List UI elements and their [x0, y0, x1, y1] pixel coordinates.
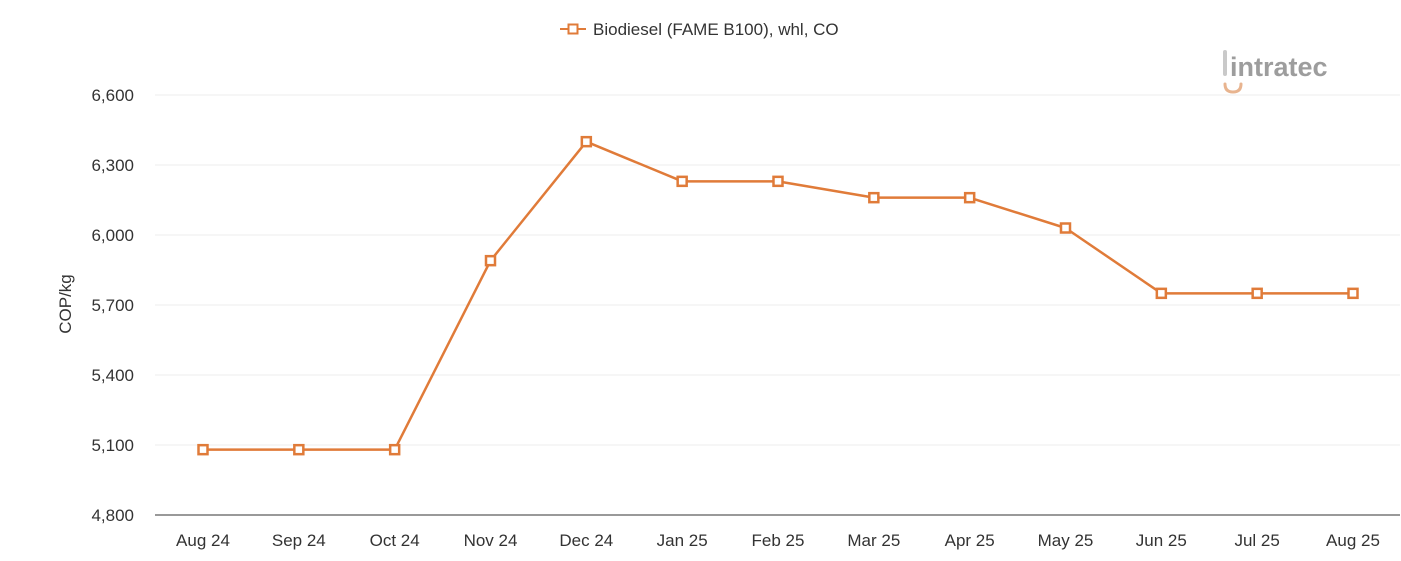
- gridlines: [155, 94, 1400, 446]
- y-tick-label: 6,300: [91, 156, 134, 175]
- series-layer: [197, 135, 1359, 456]
- legend-marker: [567, 23, 579, 35]
- data-point-marker[interactable]: [772, 175, 784, 188]
- x-tick-label: Nov 24: [464, 531, 518, 550]
- y-tick-label: 4,800: [91, 506, 134, 525]
- data-point-marker[interactable]: [484, 254, 497, 267]
- x-tick-label: Jun 25: [1136, 531, 1187, 550]
- x-tick-label: Apr 25: [945, 531, 995, 550]
- data-point-marker[interactable]: [197, 443, 209, 456]
- data-point-marker[interactable]: [388, 443, 401, 456]
- x-tick-label: Oct 24: [370, 531, 420, 550]
- y-tick-label: 6,600: [91, 86, 134, 105]
- data-point-marker[interactable]: [1251, 287, 1263, 300]
- legend[interactable]: Biodiesel (FAME B100), whl, CO: [560, 20, 839, 39]
- axes: 4,800 5,100 5,400 5,700 6,000 6,300 6,600 Aug 2…: [91, 86, 1400, 550]
- data-point-marker[interactable]: [580, 135, 593, 148]
- data-point-marker[interactable]: [868, 191, 880, 204]
- x-tick-label: Aug 24: [176, 531, 230, 550]
- x-tick-label: Mar 25: [847, 531, 900, 550]
- data-point-marker[interactable]: [293, 443, 305, 456]
- x-tick-label: Jul 25: [1234, 531, 1279, 550]
- data-point-marker[interactable]: [1155, 287, 1168, 300]
- data-point-marker[interactable]: [963, 191, 976, 204]
- x-tick-label: Aug 25: [1326, 531, 1380, 550]
- legend-label: Biodiesel (FAME B100), whl, CO: [593, 20, 839, 39]
- y-tick-label: 5,100: [91, 436, 134, 455]
- y-axis-title: COP/kg: [56, 274, 75, 334]
- x-tick-label: Feb 25: [752, 531, 805, 550]
- y-tick-label: 6,000: [91, 226, 134, 245]
- logo-text: intratec: [1230, 52, 1328, 82]
- data-point-marker[interactable]: [1059, 222, 1072, 234]
- x-tick-label: Jan 25: [657, 531, 708, 550]
- series-line: [203, 140, 1353, 451]
- y-tick-label: 5,400: [91, 366, 134, 385]
- y-tick-label: 5,700: [91, 296, 134, 315]
- x-tick-label: Dec 24: [559, 531, 613, 550]
- logo-mark-bar: [1223, 50, 1227, 76]
- x-tick-label: Sep 24: [272, 531, 326, 550]
- data-point-marker[interactable]: [1347, 287, 1359, 300]
- logo-mark-arc: [1223, 82, 1243, 94]
- x-tick-label: May 25: [1038, 531, 1094, 550]
- intratec-logo: intratec: [1223, 50, 1328, 94]
- data-point-marker[interactable]: [676, 175, 688, 188]
